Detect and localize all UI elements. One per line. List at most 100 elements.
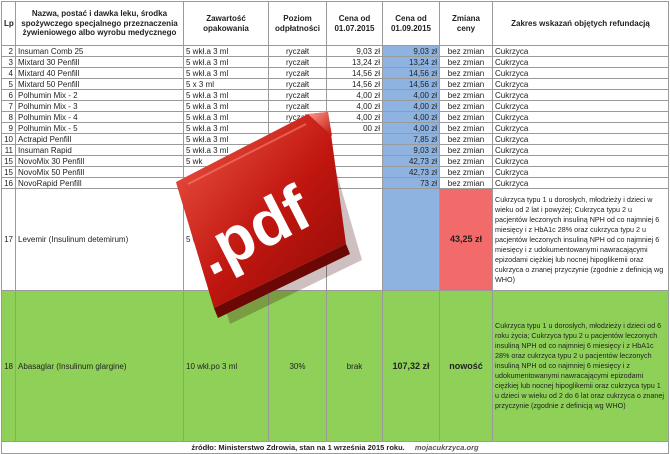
header-lp: Lp xyxy=(1,1,16,46)
cell-name: Polhumin Mix - 3 xyxy=(15,100,184,112)
header-pack: Zawartość opakowania xyxy=(183,1,269,46)
cell-lp: 16 xyxy=(1,177,16,189)
cell-scope: Cukrzyca typu 1 u dorosłych, młodzieży i… xyxy=(492,290,669,442)
cell-lp: 15 xyxy=(1,166,16,178)
table-row: 3 Mixtard 30 Penfill 5 wkł.a 3 ml ryczałt 13… xyxy=(1,56,669,68)
cell-scope: Cukrzyca xyxy=(492,166,669,178)
header-row: Lp Nazwa, postać i dawka leku, środka sp… xyxy=(1,1,669,46)
cell-new: 13,24 zł xyxy=(382,56,440,68)
cell-lp: 17 xyxy=(1,188,16,291)
cell-change: bez zmian xyxy=(439,155,493,167)
cell-pack: 5 wkł.a 3 ml xyxy=(183,89,269,101)
cell-scope: Cukrzyca xyxy=(492,111,669,123)
cell-change: bez zmian xyxy=(439,67,493,79)
cell-new: 107,32 zł xyxy=(382,290,440,442)
table-row: 2 Insuman Comb 25 5 wkł.a 3 ml ryczałt 9,03 … xyxy=(1,45,669,57)
header-level: Poziom odpłatności xyxy=(268,1,327,46)
cell-lp: 8 xyxy=(1,111,16,123)
cell-lp: 6 xyxy=(1,89,16,101)
cell-change: bez zmian xyxy=(439,133,493,145)
cell-change: bez zmian xyxy=(439,166,493,178)
cell-scope: Cukrzyca xyxy=(492,89,669,101)
cell-new: 4,00 zł xyxy=(382,100,440,112)
cell-level: ryczałt xyxy=(268,45,327,57)
cell-new: 42,73 zł xyxy=(382,166,440,178)
cell-change: bez zmian xyxy=(439,122,493,134)
cell-scope: Cukrzyca typu 1 u dorosłych, młodzieży i… xyxy=(492,188,669,291)
cell-new: 14,56 zł xyxy=(382,78,440,90)
cell-change: nowość xyxy=(439,290,493,442)
cell-name: Levemir (Insulinum detemirum) xyxy=(15,188,184,291)
cell-pack: 5 wkł.a 3 ml xyxy=(183,45,269,57)
table-row: 5 Mixtard 50 Penfill 5 x 3 ml ryczałt 14,56 … xyxy=(1,78,669,90)
cell-name: Polhumin Mix - 2 xyxy=(15,89,184,101)
cell-scope: Cukrzyca xyxy=(492,78,669,90)
cell-name: NovoMix 30 Penfill xyxy=(15,155,184,167)
cell-change: bez zmian xyxy=(439,78,493,90)
cell-change: bez zmian xyxy=(439,56,493,68)
header-price-new: Cena od 01.09.2015 xyxy=(382,1,440,46)
cell-name: Actrapid Penfill xyxy=(15,133,184,145)
cell-new: 7,85 zł xyxy=(382,133,440,145)
cell-name: Abasaglar (Insulinum glargine) xyxy=(15,290,184,442)
cell-name: Insuman Rapid xyxy=(15,144,184,156)
cell-new: 4,00 zł xyxy=(382,89,440,101)
cell-scope: Cukrzyca xyxy=(492,122,669,134)
cell-scope: Cukrzyca xyxy=(492,56,669,68)
cell-name: Mixtard 40 Penfill xyxy=(15,67,184,79)
cell-new: 14,56 zł xyxy=(382,67,440,79)
cell-lp: 3 xyxy=(1,56,16,68)
cell-name: Insuman Comb 25 xyxy=(15,45,184,57)
cell-new: 4,00 zł xyxy=(382,111,440,123)
cell-level: ryczałt xyxy=(268,67,327,79)
cell-old: 14,56 zł xyxy=(326,67,383,79)
cell-old: 13,24 zł xyxy=(326,56,383,68)
cell-scope: Cukrzyca xyxy=(492,100,669,112)
cell-name: Mixtard 50 Penfill xyxy=(15,78,184,90)
cell-scope: Cukrzyca xyxy=(492,177,669,189)
cell-name: Mixtard 30 Penfill xyxy=(15,56,184,68)
cell-lp: 2 xyxy=(1,45,16,57)
header-scope: Zakres wskazań objętych refundacją xyxy=(492,1,669,46)
cell-lp: 4 xyxy=(1,67,16,79)
cell-new: 42,73 zł xyxy=(382,155,440,167)
cell-name: Polhumin Mix - 4 xyxy=(15,111,184,123)
cell-level: ryczałt xyxy=(268,56,327,68)
site-link[interactable]: mojacukrzyca.org xyxy=(414,443,479,452)
cell-scope: Cukrzyca xyxy=(492,144,669,156)
cell-level: 30% xyxy=(268,290,327,442)
cell-pack: 5 wkł.a 3 ml xyxy=(183,67,269,79)
cell-lp: 5 xyxy=(1,78,16,90)
cell-name: Polhumin Mix - 5 xyxy=(15,122,184,134)
cell-name: NovoMix 50 Penfill xyxy=(15,166,184,178)
cell-new: 9,03 zł xyxy=(382,45,440,57)
cell-scope: Cukrzyca xyxy=(492,155,669,167)
cell-new: 9,03 zł xyxy=(382,144,440,156)
cell-pack: 10 wkł.po 3 ml xyxy=(183,290,269,442)
footer-row: źródło: Ministerstwo Zdrowia, stan na 1 … xyxy=(1,441,669,454)
cell-change: bez zmian xyxy=(439,100,493,112)
cell-new xyxy=(382,188,440,291)
cell-level: ryczałt xyxy=(268,78,327,90)
cell-new: 73 zł xyxy=(382,177,440,189)
table-row-abasaglar: 18 Abasaglar (Insulinum glargine) 10 wkł… xyxy=(1,290,669,442)
cell-pack: 5 wkł.a 3 ml xyxy=(183,56,269,68)
cell-old: 14,56 zł xyxy=(326,78,383,90)
cell-change: bez zmian xyxy=(439,177,493,189)
cell-change: bez zmian xyxy=(439,89,493,101)
cell-lp: 7 xyxy=(1,100,16,112)
cell-scope: Cukrzyca xyxy=(492,133,669,145)
cell-lp: 15 xyxy=(1,155,16,167)
cell-old: 4,00 zł xyxy=(326,89,383,101)
cell-change: bez zmian xyxy=(439,111,493,123)
source-note: źródło: Ministerstwo Zdrowia, stan na 1 … xyxy=(191,443,405,452)
cell-name: NovoRapid Penfill xyxy=(15,177,184,189)
cell-lp: 11 xyxy=(1,144,16,156)
cell-lp: 9 xyxy=(1,122,16,134)
cell-level: ryczałt xyxy=(268,89,327,101)
cell-lp: 18 xyxy=(1,290,16,442)
cell-old: brak xyxy=(326,290,383,442)
